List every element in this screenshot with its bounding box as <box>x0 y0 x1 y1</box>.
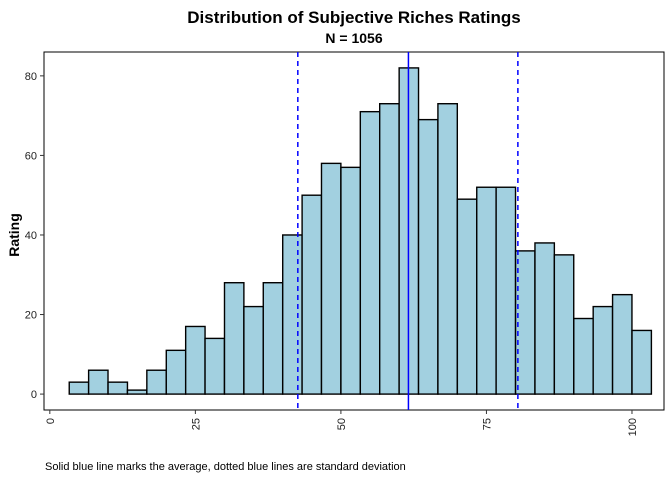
x-tick-label: 50 <box>336 418 348 430</box>
histogram-bar <box>282 234 303 395</box>
histogram-bar <box>87 369 109 395</box>
bars-group <box>68 67 653 395</box>
histogram-bar <box>553 254 575 395</box>
histogram-bar <box>417 118 439 395</box>
histogram-bar <box>320 162 342 395</box>
histogram-bar <box>301 194 323 395</box>
histogram-bar <box>223 282 245 395</box>
y-tick-label: 60 <box>25 150 37 162</box>
histogram-bar <box>495 186 517 395</box>
histogram-bar <box>476 186 497 395</box>
y-tick-label: 40 <box>25 230 37 242</box>
histogram-bar <box>534 242 556 395</box>
histogram-bar <box>359 110 381 395</box>
chart-title: Distribution of Subjective Riches Rating… <box>187 8 520 27</box>
histogram-bar <box>126 389 148 395</box>
histogram-bar <box>592 305 614 395</box>
histogram-bar <box>573 317 594 395</box>
plot-panel <box>43 51 665 411</box>
y-tick-label: 20 <box>25 310 37 322</box>
histogram-bar <box>631 329 653 395</box>
histogram-bar <box>379 103 400 395</box>
histogram-bar <box>243 305 264 395</box>
histogram-bar <box>456 198 478 395</box>
histogram-bar <box>146 369 167 395</box>
histogram-bar <box>262 282 284 395</box>
histogram-bar <box>165 349 187 395</box>
chart-caption: Solid blue line marks the average, dotte… <box>45 461 406 473</box>
histogram-bar <box>611 293 633 395</box>
x-axis: 0 25 50 75 100 <box>45 410 639 436</box>
x-tick-label: 75 <box>481 418 493 430</box>
histogram-bar <box>437 103 459 395</box>
x-tick-label: 100 <box>627 418 639 436</box>
histogram-bar <box>204 337 226 395</box>
y-tick-label: 80 <box>25 71 37 83</box>
histogram-bar <box>107 381 129 395</box>
histogram-bar <box>340 166 362 395</box>
y-axis-label: Rating <box>6 213 22 257</box>
histogram-bar <box>184 325 206 395</box>
x-tick-label: 25 <box>190 418 202 430</box>
histogram-bar <box>68 381 90 395</box>
reference-lines-group <box>297 52 519 410</box>
x-tick-label: 0 <box>45 418 57 424</box>
y-axis: 0 20 40 60 80 <box>25 71 44 401</box>
y-tick-label: 0 <box>31 389 37 401</box>
chart-subtitle: N = 1056 <box>325 30 382 46</box>
